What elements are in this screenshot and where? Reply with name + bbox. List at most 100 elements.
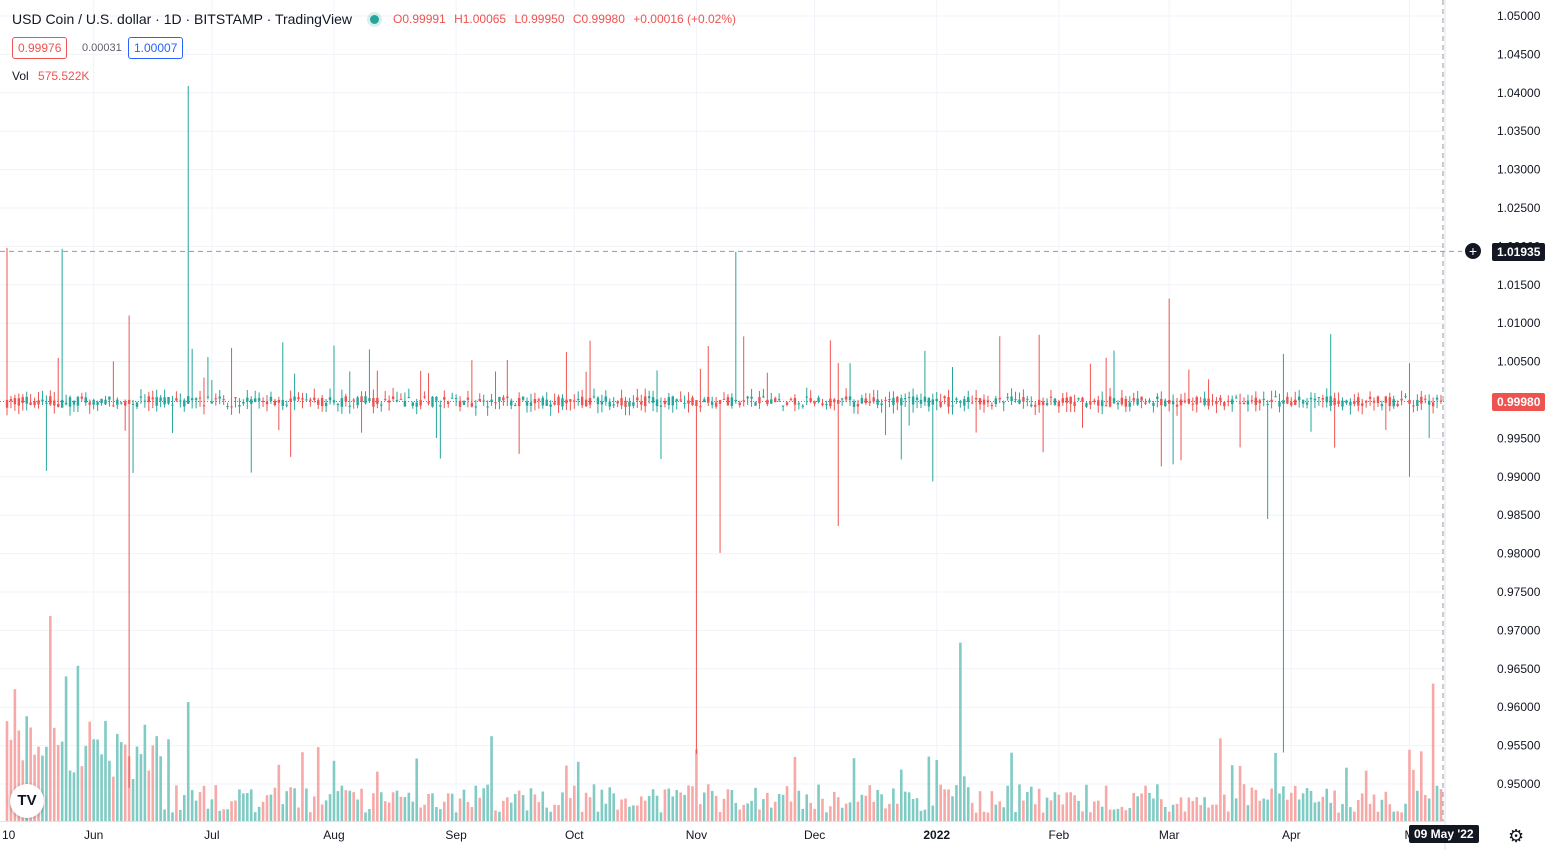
volume-bar [210,799,214,821]
candle-body [474,406,478,408]
volume-bar [37,746,40,821]
volume-bar [391,792,395,821]
volume-bar [151,745,155,821]
candle-body [577,398,580,400]
candle-body [1026,398,1029,400]
volume-bar [974,812,978,821]
candle-body [139,396,143,398]
volume-bar [620,799,623,821]
candle-body [616,401,619,404]
volume-bar [238,789,241,821]
candle-body [411,402,414,406]
y-tick-label: 0.97500 [1497,585,1541,599]
candle-body [793,397,797,405]
tradingview-logo-icon[interactable]: TV [10,784,44,818]
candle-body [545,399,548,406]
volume-bar [1238,765,1242,821]
candle-body [1093,400,1096,402]
volume-bar [25,716,28,821]
candle-body [1097,400,1100,406]
volume-bar [135,746,139,821]
x-tick-label: Jul [204,828,219,842]
candle-body [797,403,801,405]
candle-body [856,403,860,407]
candle-body [655,399,659,407]
candle-body [1435,397,1439,400]
candle-body [482,400,485,402]
candle-body [100,398,103,404]
candle-body [726,397,730,406]
volume-bar [506,797,509,821]
volume-bar [1132,792,1136,821]
gear-icon[interactable]: ⚙ [1508,826,1525,846]
volume-bar [1124,810,1128,821]
time-axis[interactable]: 10JunJulAugSepOctNovDec2022FebMarAprM [2,828,1414,842]
candle-body [927,397,931,407]
volume-bar [695,749,698,821]
candle-body [261,400,265,402]
volume-bar [525,810,529,821]
volume-bar [147,770,151,821]
spread-value: 0.00031 [82,42,122,54]
volume-bar [1065,792,1069,821]
volume-bar [182,795,186,821]
volume-bar [1112,809,1116,821]
volume-bar [360,788,363,821]
volume-bar [474,785,478,821]
candle-body [1286,396,1289,404]
volume-bar [127,756,131,821]
candle-body [1380,404,1384,407]
volume-bar [884,808,887,821]
volume-bar [1179,797,1183,821]
candle-body [738,402,741,406]
candle-body [269,396,273,401]
candle-body [833,399,836,403]
volume-bar [1337,812,1340,821]
candle-body [1010,396,1013,402]
bid-price-button[interactable]: 0.99976 [12,37,68,59]
plus-circle-icon[interactable]: + [1465,243,1481,259]
candle-body [265,401,269,405]
volume-bar [312,796,316,821]
volume-bar [383,801,387,821]
candle-body [289,398,292,402]
volume-bar [9,739,13,821]
volume-bar [1250,787,1254,821]
y-tick-label: 0.96500 [1497,662,1541,676]
volume-bar [726,789,730,821]
volume-bar [1297,799,1301,821]
volume-bar [935,759,939,821]
volume-bar [876,789,879,821]
candle-body [187,396,190,404]
candle-body [1006,397,1009,399]
volume-bar [1073,795,1076,821]
volume-bar [49,616,52,821]
volume-bar [415,758,419,821]
volume-bar [769,807,773,821]
candle-body [226,406,229,408]
symbol-title[interactable]: USD Coin / U.S. dollar · 1D · BITSTAMP ·… [12,11,352,27]
candle-body [1262,398,1265,400]
volume-bar [517,790,521,821]
ask-price-button[interactable]: 1.00007 [128,37,184,59]
candles [5,85,1443,788]
candle-body [1002,402,1005,404]
crosshair-price-label: 1.01935 [1492,243,1546,261]
volume-bar [462,789,466,821]
volume-bar [1435,785,1439,821]
volume-bar [466,802,470,821]
volume-bar [1274,752,1277,821]
volume-bar [1313,802,1317,821]
low-value: L0.99950 [514,12,565,26]
candle-body [758,396,761,404]
candle-body [439,405,442,407]
volume-bar [1266,799,1269,821]
volume-bar [793,756,797,821]
volume-bar [1427,798,1431,821]
volume-bar [435,807,438,821]
candle-body [943,396,946,399]
candle-body [104,399,107,405]
volume-bar [265,795,269,821]
candle-body [1179,399,1183,406]
